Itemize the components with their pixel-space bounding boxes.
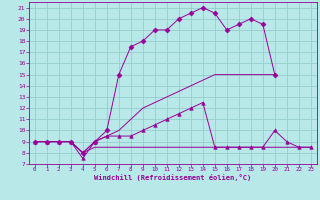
X-axis label: Windchill (Refroidissement éolien,°C): Windchill (Refroidissement éolien,°C) [94,174,252,181]
